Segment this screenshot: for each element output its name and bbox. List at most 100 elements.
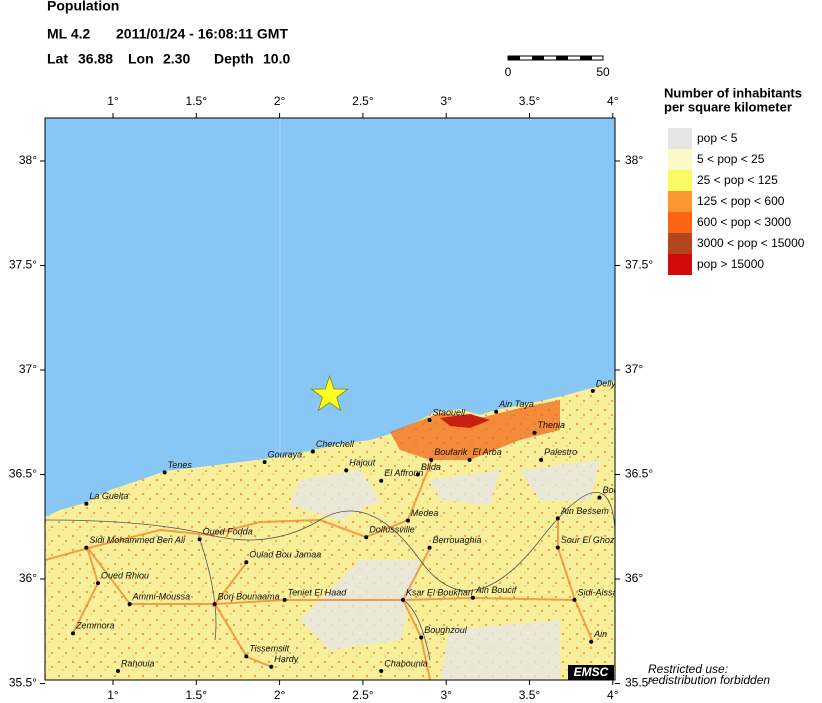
sparse-area: [290, 460, 600, 680]
lat-tick-label: 36.5°: [9, 467, 37, 481]
city-label: Sidi Mohammed Ben Ali: [89, 535, 186, 545]
lat-tick-label: 36.5°: [625, 467, 653, 481]
lon-tick-label: 1°: [107, 688, 119, 702]
legend-swatch: [668, 128, 692, 149]
city-dot: [115, 668, 120, 673]
city-dot: [282, 597, 287, 602]
lon-tick-label: 3.5°: [519, 94, 541, 108]
lon-tick-label: 1.5°: [186, 94, 208, 108]
city-dot: [415, 472, 420, 477]
city-label: Blida: [421, 462, 441, 472]
legend-swatch: [668, 212, 692, 233]
city-label: Ain Taya: [498, 399, 534, 409]
legend-title: per square kilometer: [664, 99, 792, 114]
city-dot: [539, 457, 544, 462]
map-area: Staoueli Ain Taya Thenia Dellys Boufarik El A…: [45, 118, 632, 680]
city-dot: [127, 602, 132, 607]
lon-tick-label: 2.5°: [352, 94, 374, 108]
city-dot: [589, 639, 594, 644]
city-core: [440, 414, 490, 428]
legend-swatch: [668, 170, 692, 191]
map-frame: [44, 117, 616, 681]
lon-tick-label: 4°: [607, 94, 619, 108]
city-dot: [494, 409, 499, 414]
legend-label: pop > 15000: [697, 257, 764, 271]
lon-tick-label: 3.5°: [519, 688, 541, 702]
city-dot: [429, 457, 434, 462]
city-label: Chabounia: [384, 658, 428, 668]
city-dot: [427, 418, 432, 423]
city-label: Zemmora: [75, 621, 115, 631]
legend-label: 25 < pop < 125: [697, 173, 778, 187]
scale-bar: 0 50: [505, 55, 610, 79]
city-dot: [244, 654, 249, 659]
city-dot: [590, 388, 595, 393]
city-label: Hajout: [349, 458, 376, 468]
lat-value: 36.88: [78, 51, 113, 67]
lon-tick-label: 4°: [607, 688, 619, 702]
city-label: Boufarik: [434, 447, 468, 457]
lat-tick-label: 38°: [19, 153, 37, 167]
lon-tick-label: 2°: [274, 94, 286, 108]
city-label: Tissemsilt: [249, 644, 289, 654]
city-dot: [467, 457, 472, 462]
city-label: Sidi-Aissa: [577, 587, 617, 597]
city-label: Teniet El Haad: [288, 587, 348, 597]
city-label: Cherchell: [316, 439, 355, 449]
lat-tick-label: 38°: [625, 153, 643, 167]
scale-segment: [532, 56, 544, 60]
city-dot: [244, 560, 249, 565]
boundary: [199, 539, 431, 661]
legend-label: 600 < pop < 3000: [697, 215, 791, 229]
city-label: Ksar El Boukhari: [406, 587, 474, 597]
city-dot: [96, 581, 101, 586]
scale-segment: [580, 56, 592, 60]
city-dot: [532, 430, 537, 435]
city-dot: [597, 495, 602, 500]
city-dot: [310, 449, 315, 454]
lon-tick-label: 3°: [440, 688, 452, 702]
lat-tick-label: 35.5°: [9, 676, 37, 690]
city-label: Oued Rhiou: [101, 571, 149, 581]
city-label: Ain Bessem: [560, 506, 610, 516]
city-dot: [405, 518, 410, 523]
city-label: La Guelta: [89, 491, 128, 501]
lat-tick-label: 37°: [625, 362, 643, 376]
datetime: 2011/01/24 - 16:08:11 GMT: [116, 26, 288, 42]
city-label: Oulad Bou Jamaa: [249, 550, 321, 560]
lon-tick-label: 3°: [440, 94, 452, 108]
city-label: Berrouaghia: [433, 535, 482, 545]
city-label: Palestro: [544, 447, 577, 457]
lon-tick-label: 2.5°: [352, 688, 374, 702]
city-dot: [555, 545, 560, 550]
city-dot: [470, 595, 475, 600]
footer-line: Restricted use:: [648, 662, 728, 676]
city-layer: Staoueli Ain Taya Thenia Dellys Boufarik El A…: [71, 378, 632, 673]
city-label: Thenia: [537, 420, 565, 430]
legend-label: pop < 5: [697, 131, 738, 145]
city-label: Boughzoul: [424, 625, 468, 635]
city-label: Ain: [593, 629, 607, 639]
city-dot: [269, 664, 274, 669]
city-label: Rahouia: [121, 658, 155, 668]
city-label: Medea: [411, 508, 439, 518]
city-dot: [419, 635, 424, 640]
city-label: El Affroun: [384, 468, 423, 478]
city-label: Sour El Ghozlane: [561, 535, 632, 545]
city-label: Dellys: [596, 378, 621, 388]
lon-label: Lon: [128, 51, 154, 67]
city-dot: [400, 597, 405, 602]
logo-box: [568, 665, 614, 680]
legend-title: Number of inhabitants: [664, 85, 802, 100]
city-dot: [84, 545, 89, 550]
lat-tick-label: 37.5°: [9, 258, 37, 272]
title: Population: [47, 0, 119, 14]
city-dot: [379, 478, 384, 483]
city-dot: [379, 668, 384, 673]
city-dot: [364, 535, 369, 540]
city-label: Ammi-Moussa: [132, 591, 191, 601]
lon-value: 2.30: [163, 51, 190, 67]
legend-label: 5 < pop < 25: [697, 152, 765, 166]
legend-label: 125 < pop < 600: [697, 194, 785, 208]
